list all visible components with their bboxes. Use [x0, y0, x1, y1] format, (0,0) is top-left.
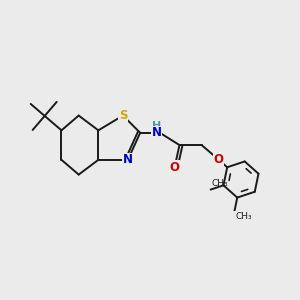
Text: CH₃: CH₃: [212, 179, 229, 188]
Text: O: O: [214, 153, 224, 166]
Text: CH₃: CH₃: [236, 212, 252, 221]
Text: O: O: [169, 161, 180, 174]
Text: H: H: [152, 121, 161, 131]
Text: S: S: [119, 109, 127, 122]
Text: N: N: [123, 153, 133, 166]
Text: N: N: [152, 126, 162, 139]
